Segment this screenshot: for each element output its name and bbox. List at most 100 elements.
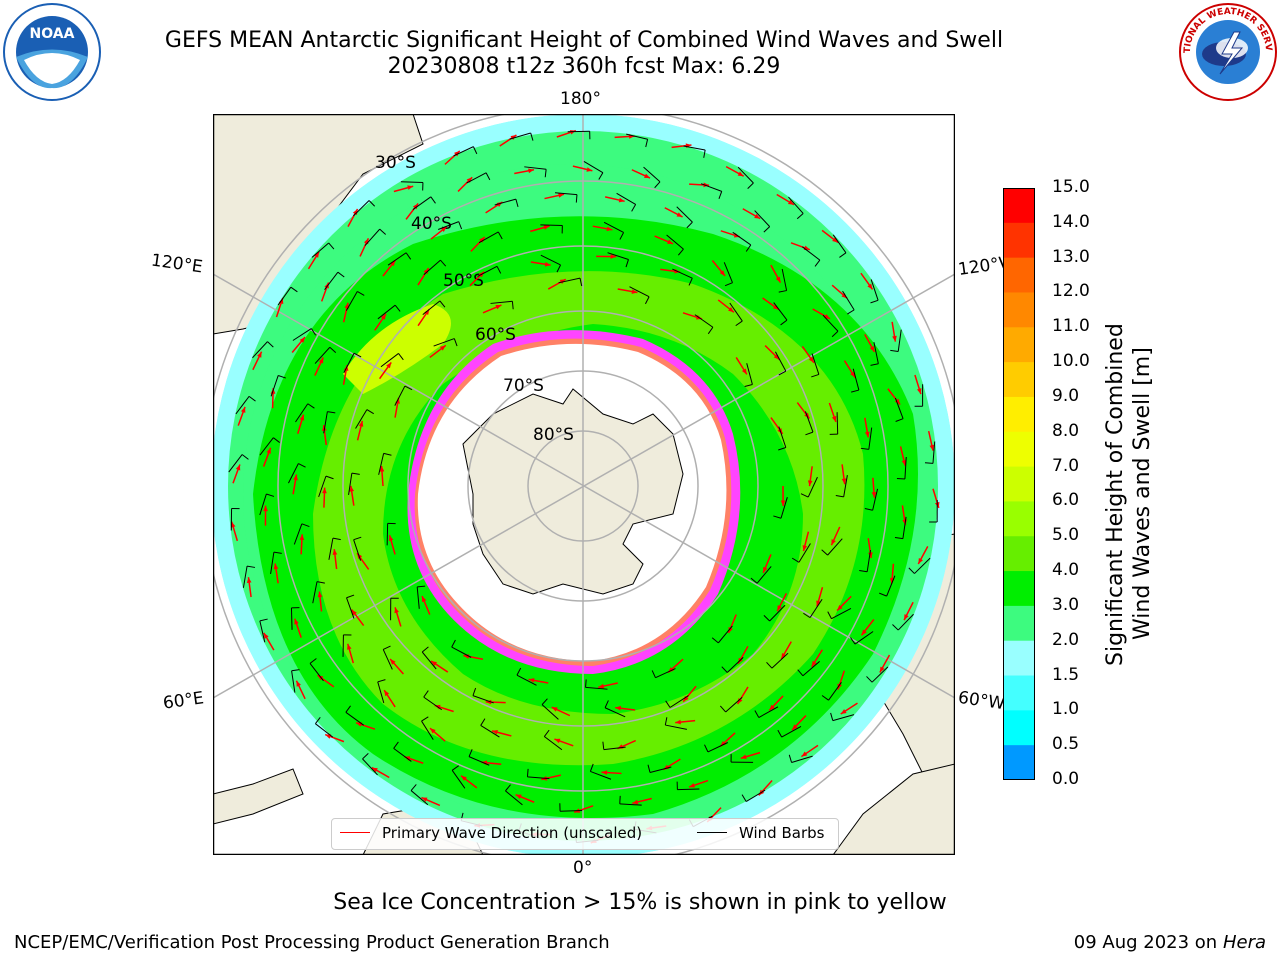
wind-barb-flag	[556, 264, 561, 273]
colorbar-segment	[1003, 501, 1035, 537]
wind-barb-flag	[851, 389, 860, 393]
wind-barb	[412, 196, 432, 210]
wind-barb	[309, 663, 324, 682]
wind-barb	[604, 707, 626, 718]
wind-barb	[676, 206, 693, 223]
colorbar-tick-label: 4.0	[1052, 560, 1080, 581]
wind-barb-flag	[393, 741, 399, 749]
wind-barb-flag	[735, 320, 743, 327]
wind-barb-flag	[440, 259, 447, 267]
wave-arrow-head	[551, 707, 558, 712]
wind-barb-flag	[579, 278, 583, 287]
colorbar-tick-label: 7.0	[1052, 455, 1080, 476]
wind-barb-legend-line	[697, 832, 727, 833]
wind-barb	[540, 224, 563, 226]
wind-barb	[353, 200, 370, 217]
wind-barb-flag	[830, 712, 834, 721]
wind-barb-flag	[273, 437, 281, 443]
wave-arrow-head	[598, 683, 605, 689]
wave-arrow-head	[728, 307, 734, 313]
wave-arrow-head	[293, 474, 298, 481]
wind-barb	[854, 631, 874, 645]
wind-barb-flag	[351, 472, 360, 475]
colorbar	[1003, 188, 1035, 780]
wind-barb	[781, 268, 788, 291]
wave-arrow-head	[495, 305, 502, 310]
wind-barb	[603, 221, 624, 233]
wind-barb	[252, 341, 268, 359]
lat-label-70s: 70°S	[503, 376, 544, 396]
wind-barb	[527, 776, 550, 780]
wind-barb	[292, 328, 312, 341]
colorbar-segment	[1003, 257, 1035, 293]
wave-arrow-head	[439, 345, 446, 351]
wind-barb-flag	[860, 447, 869, 450]
wave-arrow-head	[266, 447, 271, 454]
wind-barb-flag	[379, 228, 387, 235]
wind-barb-flag	[423, 690, 429, 698]
wind-barb	[472, 695, 494, 704]
wind-barb-flag	[417, 585, 426, 588]
wind-barb	[477, 265, 498, 277]
wave-arrow-head	[773, 354, 780, 360]
colorbar-segment	[1003, 292, 1035, 328]
wave-arrow-head	[317, 591, 323, 598]
wind-barb-flag	[394, 304, 401, 312]
wave-arrow-head	[528, 168, 534, 174]
wind-barb-flag	[497, 231, 503, 240]
wind-barb	[421, 720, 434, 740]
wave-arrow-head	[558, 193, 565, 198]
wind-barb	[345, 291, 358, 311]
wind-barb	[629, 286, 650, 298]
wind-barb	[433, 338, 455, 347]
wind-barb	[541, 704, 559, 720]
wave-arrow-head	[543, 225, 550, 230]
wave-arrow-head	[351, 609, 357, 616]
wind-barb	[665, 724, 687, 730]
wave-arrow-head	[754, 213, 761, 219]
wave-arrow-head	[544, 261, 551, 267]
wave-arrow-head	[466, 177, 473, 183]
wind-barb	[416, 586, 420, 609]
wind-barb	[494, 198, 517, 206]
wind-barb-flag	[778, 290, 787, 293]
colorbar-border	[1003, 188, 1035, 780]
colorbar-tick-label: 0.5	[1052, 734, 1080, 755]
wave-arrow-head	[861, 629, 867, 636]
wind-barb-flag	[453, 338, 458, 347]
wave-arrow-head	[257, 351, 262, 358]
wave-arrow-head	[831, 415, 837, 422]
wind-barb	[781, 726, 802, 738]
wave-arrow-head	[808, 356, 814, 363]
wave-arrow-head	[777, 605, 782, 612]
wind-barb-flag	[421, 716, 429, 722]
wind-barb	[737, 166, 754, 184]
colorbar-segment	[1003, 571, 1035, 607]
wind-barb-flag	[515, 198, 519, 207]
wave-arrow-head	[837, 605, 843, 611]
wave-arrow-head	[840, 709, 847, 715]
wind-barb	[619, 803, 642, 806]
wind-barb-flag	[847, 309, 855, 315]
wind-barb-flag	[362, 753, 369, 760]
colorbar-tick-label: 13.0	[1052, 246, 1090, 267]
wind-barb	[725, 697, 743, 713]
wind-barb-flag	[831, 330, 839, 338]
wind-barb-flag	[505, 784, 511, 792]
wave-arrow-head	[510, 134, 517, 140]
wind-barb-flag	[619, 232, 625, 240]
wind-barb	[666, 234, 684, 250]
wind-barb	[377, 304, 396, 320]
map-legend: Primary Wave Direction (unscaled) Wind B…	[331, 818, 839, 850]
wind-barb	[558, 277, 581, 284]
wind-barb	[832, 714, 855, 722]
wind-barb	[328, 538, 334, 560]
lat-label-30s: 30°S	[375, 153, 416, 173]
wind-barb-flag	[866, 676, 873, 683]
credit-text: NCEP/EMC/Verification Post Processing Pr…	[14, 932, 610, 953]
wind-barb	[583, 161, 604, 174]
wind-barb-flag	[575, 194, 578, 203]
wave-arrow-head	[879, 666, 885, 673]
wave-arrow-head	[780, 500, 786, 506]
wind-barb	[362, 758, 378, 776]
